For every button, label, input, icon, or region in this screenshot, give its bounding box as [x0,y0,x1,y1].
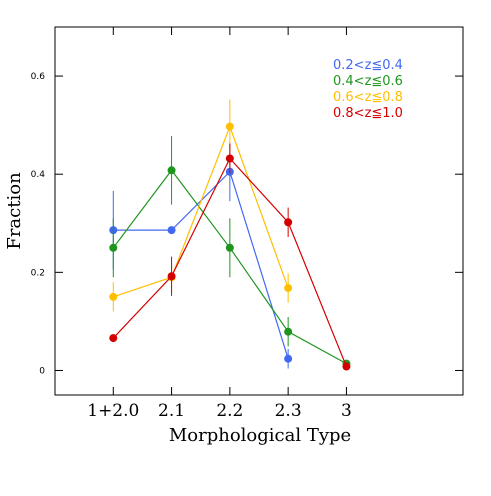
data-point [284,218,293,227]
x-tick-label: 2.2 [216,401,243,421]
data-point [167,272,176,281]
legend-entry: 0.2<z≦0.4 [333,58,403,73]
data-point [225,122,234,131]
x-tick-label: 3 [341,401,352,421]
data-point [109,292,118,301]
y-tick-label: 0.6 [31,72,46,82]
legend-entry: 0.4<z≦0.6 [333,74,403,89]
y-tick-label: 0 [39,366,45,376]
y-axis-label: Fraction [4,172,25,250]
series-line [113,170,289,359]
data-point [284,354,293,363]
data-point [342,362,351,371]
x-axis-label: Morphological Type [169,425,351,446]
x-tick-label: 1+2.0 [87,401,139,421]
data-point [167,166,176,175]
x-tick-label: 2.1 [158,401,185,421]
x-tick-label: 2.3 [275,401,302,421]
y-tick-label: 0.4 [31,170,46,180]
data-point [109,334,118,343]
data-point [167,226,176,235]
data-point [284,327,293,336]
data-point [284,284,293,293]
legend-entry: 0.8<z≦1.0 [333,106,403,121]
series-line [113,124,289,298]
data-point [225,154,234,163]
data-point [109,243,118,252]
plot-frame [54,26,464,396]
data-point [225,243,234,252]
legend-entry: 0.6<z≦0.8 [333,90,403,105]
y-tick-label: 0.2 [31,268,45,278]
